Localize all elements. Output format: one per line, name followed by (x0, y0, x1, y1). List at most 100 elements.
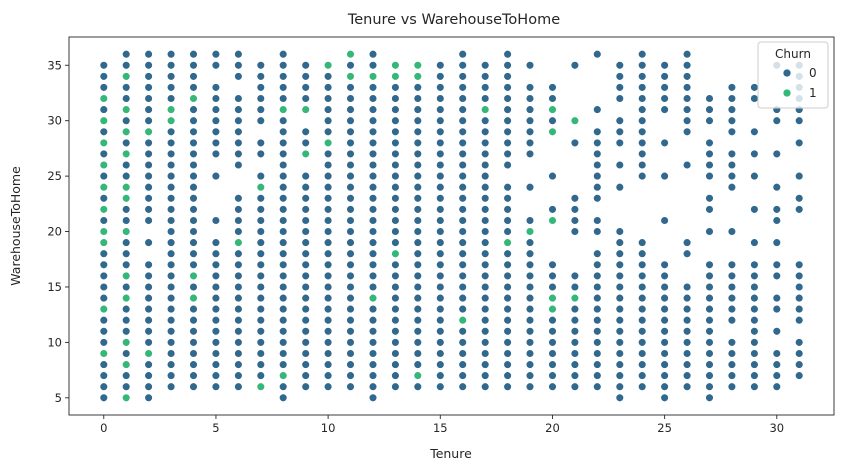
data-point-churn-0 (234, 260, 243, 270)
data-point-churn-0 (346, 138, 355, 148)
data-point-churn-0 (211, 149, 221, 159)
data-point-churn-0 (368, 160, 378, 170)
data-point-churn-1 (121, 127, 131, 137)
data-point-churn-0 (570, 194, 580, 203)
data-point-churn-0 (615, 338, 625, 347)
data-point-churn-0 (368, 227, 378, 236)
data-point-churn-0 (301, 282, 310, 292)
data-point-churn-0 (211, 83, 221, 92)
data-point-churn-0 (346, 249, 355, 258)
data-point-churn-1 (548, 216, 557, 225)
data-point-churn-0 (121, 315, 131, 325)
data-point-churn-0 (391, 349, 400, 358)
data-point-churn-0 (637, 327, 647, 336)
data-point-churn-0 (144, 371, 153, 380)
data-point-churn-0 (368, 216, 378, 225)
data-point-churn-0 (234, 194, 243, 203)
data-point-churn-0 (99, 393, 109, 403)
data-point-churn-0 (794, 282, 804, 292)
data-point-churn-0 (278, 94, 288, 103)
data-point-churn-0 (121, 249, 131, 258)
data-point-churn-0 (99, 327, 109, 336)
data-point-churn-0 (705, 94, 714, 103)
data-point-churn-0 (301, 94, 310, 103)
data-point-churn-0 (121, 216, 131, 225)
data-point-churn-0 (166, 182, 176, 192)
data-point-churn-0 (480, 304, 490, 314)
data-point-churn-0 (637, 360, 647, 369)
data-point-churn-0 (278, 116, 288, 125)
data-point-churn-0 (166, 282, 176, 292)
data-point-churn-0 (525, 94, 535, 103)
data-point-churn-0 (480, 238, 490, 247)
data-point-churn-0 (368, 315, 378, 325)
data-point-churn-0 (660, 360, 669, 369)
data-point-churn-0 (323, 160, 333, 170)
data-point-churn-0 (682, 371, 692, 380)
data-point-churn-0 (413, 83, 423, 92)
data-point-churn-0 (346, 227, 355, 236)
data-point-churn-0 (660, 349, 669, 358)
data-point-churn-0 (637, 171, 647, 181)
data-point-churn-0 (189, 160, 198, 170)
data-point-churn-0 (480, 338, 490, 347)
data-point-churn-0 (772, 327, 782, 336)
data-point-churn-0 (189, 116, 198, 125)
data-point-churn-0 (503, 182, 512, 192)
data-point-churn-0 (211, 349, 221, 358)
data-point-churn-0 (189, 105, 198, 114)
data-point-churn-0 (615, 160, 625, 170)
data-point-churn-0 (391, 338, 400, 347)
data-point-churn-0 (301, 338, 310, 347)
data-point-churn-0 (278, 382, 288, 391)
data-point-churn-0 (301, 216, 310, 225)
data-point-churn-0 (166, 61, 176, 70)
data-point-churn-0 (503, 260, 512, 270)
data-point-churn-1 (301, 105, 310, 114)
data-point-churn-0 (436, 315, 445, 325)
data-point-churn-0 (234, 49, 243, 59)
data-point-churn-0 (166, 249, 176, 258)
data-point-churn-1 (99, 182, 109, 192)
data-point-churn-0 (323, 149, 333, 159)
data-point-churn-0 (301, 382, 310, 391)
data-point-churn-0 (615, 304, 625, 314)
data-point-churn-0 (166, 371, 176, 380)
data-point-churn-0 (391, 182, 400, 192)
data-point-churn-1 (99, 304, 109, 314)
data-point-churn-0 (525, 182, 535, 192)
data-point-churn-0 (593, 49, 602, 59)
data-point-churn-0 (480, 182, 490, 192)
data-point-churn-0 (234, 105, 243, 114)
data-point-churn-0 (144, 382, 153, 391)
data-point-churn-0 (705, 149, 714, 159)
data-point-churn-0 (436, 282, 445, 292)
data-point-churn-0 (682, 360, 692, 369)
data-point-churn-0 (413, 327, 423, 336)
data-point-churn-0 (682, 61, 692, 70)
plot-area (68, 36, 835, 416)
data-point-churn-0 (458, 171, 467, 181)
data-point-churn-0 (368, 61, 378, 70)
y-tick-label: 35 (47, 58, 62, 72)
data-point-churn-0 (144, 194, 153, 203)
data-point-churn-0 (593, 349, 602, 358)
data-point-churn-1 (99, 138, 109, 148)
data-point-churn-0 (323, 360, 333, 369)
data-point-churn-0 (525, 116, 535, 125)
data-point-churn-0 (637, 61, 647, 70)
data-point-churn-0 (436, 105, 445, 114)
data-point-churn-0 (211, 61, 221, 70)
data-point-churn-0 (323, 271, 333, 281)
data-point-churn-1 (413, 72, 423, 81)
data-point-churn-0 (593, 282, 602, 292)
data-point-churn-0 (144, 304, 153, 314)
data-point-churn-0 (211, 382, 221, 391)
data-point-churn-0 (256, 327, 266, 336)
data-point-churn-0 (750, 349, 759, 358)
data-point-churn-0 (189, 127, 198, 137)
data-point-churn-0 (166, 315, 176, 325)
data-point-churn-0 (480, 72, 490, 81)
data-point-churn-0 (346, 94, 355, 103)
data-point-churn-1 (323, 61, 333, 70)
